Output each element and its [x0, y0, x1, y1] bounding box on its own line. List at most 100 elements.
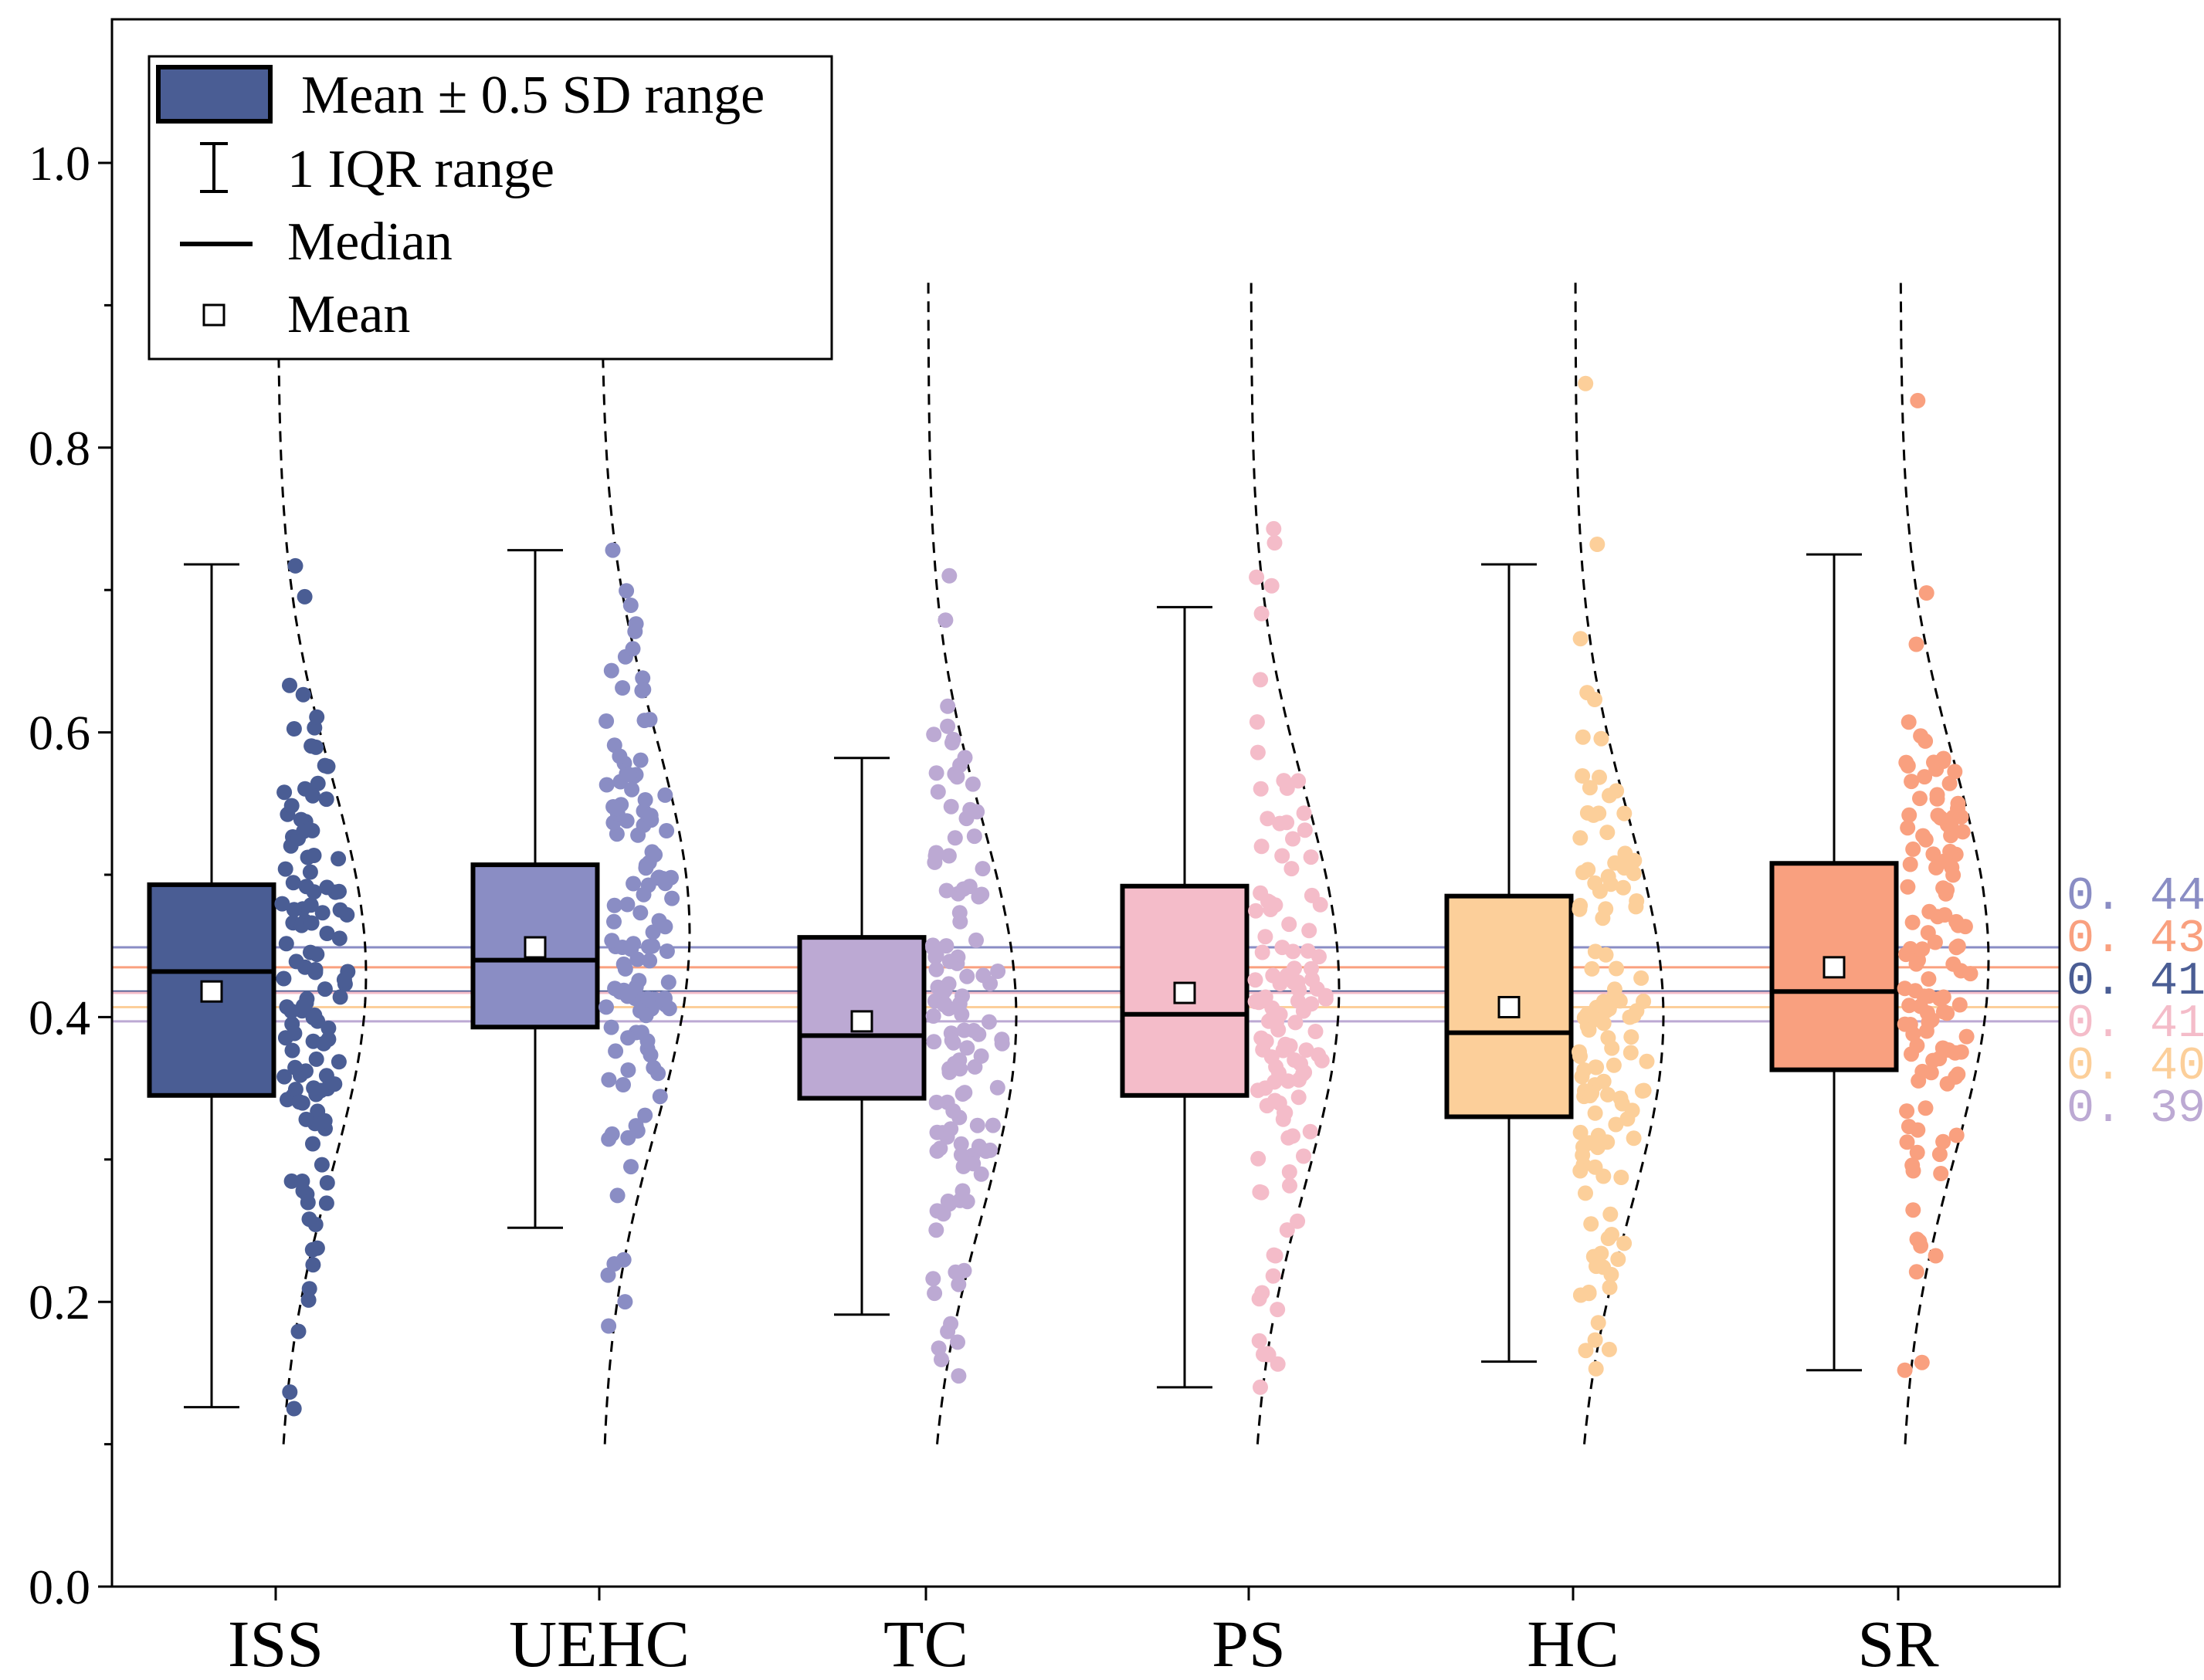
data-point	[1285, 831, 1300, 847]
data-point	[632, 752, 649, 768]
series-group	[147, 276, 1990, 1445]
data-point	[319, 879, 335, 896]
data-point	[664, 890, 680, 906]
data-point	[1917, 832, 1934, 848]
legend-median-label: Median	[287, 212, 453, 272]
data-point	[1260, 811, 1276, 827]
data-point	[640, 939, 656, 955]
y-tick-label: 0.2	[29, 1275, 90, 1329]
data-point	[623, 1159, 639, 1175]
y-tick-label: 1.0	[29, 136, 90, 191]
data-point	[959, 1040, 975, 1056]
data-point	[1281, 916, 1297, 933]
mean-line-label: 0. 407	[2067, 1041, 2204, 1093]
data-point	[1935, 1133, 1951, 1150]
data-point	[1951, 997, 1968, 1013]
legend-mean-label: Mean	[287, 285, 410, 344]
data-point	[1929, 791, 1945, 807]
data-point	[1908, 636, 1924, 652]
data-point	[1253, 838, 1270, 855]
data-point	[1248, 903, 1264, 919]
data-point	[606, 897, 622, 913]
data-point	[1579, 685, 1595, 701]
data-point	[295, 686, 311, 703]
data-point	[626, 876, 642, 892]
mean-marker	[524, 936, 547, 959]
data-point	[1583, 1216, 1599, 1232]
data-point	[968, 932, 984, 948]
data-point	[640, 991, 656, 1007]
data-point	[1253, 605, 1270, 622]
data-point	[1958, 1028, 1975, 1045]
data-point	[1253, 1030, 1270, 1046]
data-point	[1901, 714, 1917, 730]
data-point	[1253, 1379, 1268, 1395]
data-point	[1599, 825, 1616, 841]
series-sr	[1769, 276, 1990, 1445]
data-point	[1947, 1045, 1963, 1061]
data-point	[1276, 773, 1292, 789]
data-point	[1941, 775, 1958, 791]
data-point	[297, 781, 313, 797]
data-point	[1588, 1360, 1604, 1377]
mean-reference-lines	[112, 946, 2060, 1023]
data-point	[1254, 944, 1270, 960]
data-point	[1580, 862, 1596, 878]
data-point	[306, 848, 322, 863]
data-point	[943, 1121, 959, 1137]
data-point	[286, 1401, 302, 1417]
data-point	[615, 956, 632, 972]
data-point	[303, 738, 320, 754]
data-point	[1311, 1047, 1327, 1063]
mean-value-labels: 0. 4490. 4350. 4180. 4170. 4070. 397	[2067, 871, 2204, 1136]
data-point	[638, 1008, 654, 1024]
data-point	[1925, 846, 1941, 862]
data-point	[1290, 981, 1307, 998]
data-point	[1575, 1147, 1591, 1163]
data-point	[636, 886, 652, 903]
data-point	[286, 902, 302, 918]
data-point	[309, 1240, 325, 1256]
data-point	[936, 997, 952, 1013]
data-point	[944, 735, 960, 750]
data-point	[941, 567, 958, 584]
data-point	[1914, 1354, 1930, 1370]
data-point	[318, 1195, 334, 1211]
data-point	[1304, 996, 1320, 1012]
data-point	[622, 598, 639, 613]
data-point	[305, 1010, 321, 1026]
data-point	[1602, 1206, 1619, 1222]
data-point	[1616, 879, 1631, 896]
data-point	[327, 1076, 343, 1092]
data-point	[332, 902, 348, 918]
data-point	[1572, 631, 1589, 647]
data-point	[1279, 1222, 1295, 1238]
data-point	[925, 1271, 941, 1287]
x-tick-label: UEHC	[509, 1607, 690, 1680]
data-point	[1604, 1227, 1619, 1242]
data-point	[1603, 1266, 1619, 1282]
data-point	[1913, 1238, 1929, 1254]
x-tick-label: HC	[1527, 1607, 1619, 1680]
data-point	[953, 1136, 969, 1152]
data-point	[1589, 537, 1606, 552]
data-point	[623, 941, 639, 957]
data-point	[633, 1025, 649, 1041]
data-point	[609, 1187, 626, 1204]
data-point	[928, 765, 944, 781]
data-point	[1578, 1343, 1594, 1359]
data-point	[1312, 896, 1328, 913]
data-point	[1613, 1170, 1629, 1185]
data-point	[336, 971, 352, 987]
data-point	[1572, 1124, 1589, 1140]
data-point	[1247, 972, 1263, 988]
y-tick-label: 0.6	[29, 706, 90, 760]
data-point	[302, 864, 318, 880]
data-point	[645, 924, 661, 940]
data-point	[305, 1136, 320, 1152]
data-point	[1277, 1105, 1292, 1121]
data-point	[1912, 791, 1928, 807]
data-point	[1575, 729, 1591, 745]
data-point	[1253, 991, 1270, 1007]
data-point	[953, 1147, 969, 1163]
